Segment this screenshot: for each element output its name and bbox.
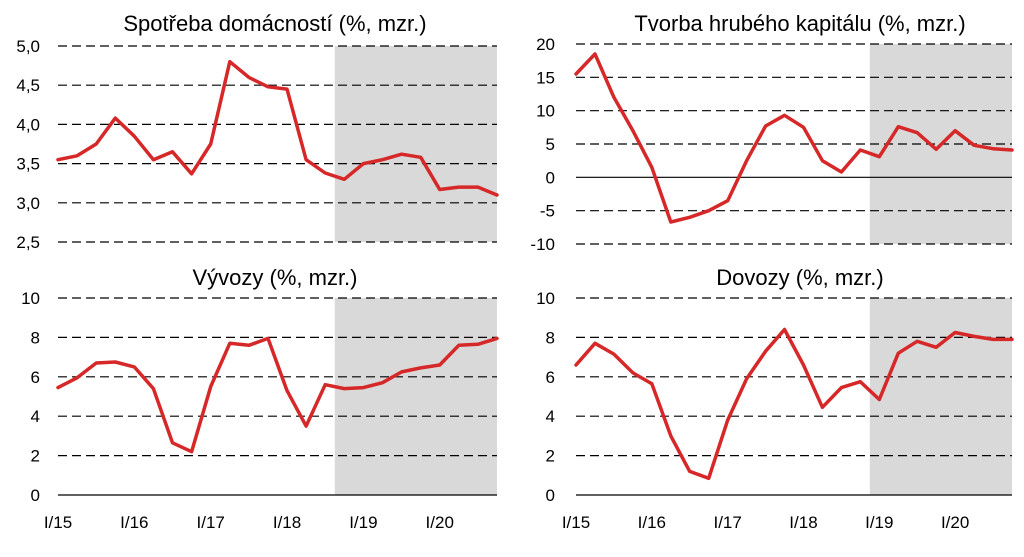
x-tick-label: I/16 <box>120 513 148 532</box>
y-tick-label: 10 <box>536 289 555 308</box>
x-tick-label: I/18 <box>789 513 817 532</box>
x-tick-label: I/18 <box>273 513 301 532</box>
chart-panel-1: 2,5 3,0 3,5 4,0 4,5 5,0 Spotřeba domácností (%… <box>16 11 499 252</box>
y-tick-label: 10 <box>21 289 40 308</box>
x-tick-label: I/17 <box>197 513 225 532</box>
chart-title: Vývozy (%, mzr.) <box>192 265 357 290</box>
chart-title: Tvorba hrubého kapitálu (%, mzr.) <box>634 11 965 36</box>
y-tick-label: 3,0 <box>16 194 40 213</box>
x-tick-label: I/15 <box>562 513 590 532</box>
x-tick-label: I/19 <box>865 513 893 532</box>
series-line <box>56 59 499 197</box>
x-tick-label: I/16 <box>638 513 666 532</box>
y-tick-label: 5,0 <box>16 37 40 56</box>
y-tick-label: 15 <box>536 68 555 87</box>
x-tick-label: I/20 <box>426 513 454 532</box>
y-tick-label: 20 <box>536 35 555 54</box>
forecast-band <box>869 298 1012 495</box>
chart-title: Spotřeba domácností (%, mzr.) <box>123 11 426 36</box>
x-tick-label: I/20 <box>941 513 969 532</box>
y-tick-label: 10 <box>536 102 555 121</box>
y-tick-label: 3,5 <box>16 155 40 174</box>
y-tick-label: 4,0 <box>16 115 40 134</box>
y-tick-label: -5 <box>540 202 555 221</box>
x-tick-label: I/15 <box>44 513 72 532</box>
chart-panel-3: 0 2 4 6 8 10 Vývozy (%, mzr.) I/15 I/16 I/17 I/18 I… <box>21 265 499 532</box>
y-tick-label: 2,5 <box>16 233 40 252</box>
y-tick-label: 2 <box>546 447 555 466</box>
y-tick-label: 6 <box>31 368 40 387</box>
y-tick-label: -10 <box>530 235 555 254</box>
y-tick-label: 0 <box>546 486 555 505</box>
chart-title: Dovozy (%, mzr.) <box>716 265 883 290</box>
y-tick-label: 4,5 <box>16 76 40 95</box>
chart-panel-4: 0 2 4 6 8 10 Dovozy (%, mzr.) I/15 I/16 I/17 I/18 I… <box>536 265 1014 532</box>
series-line <box>56 336 499 454</box>
series-line <box>574 52 1014 224</box>
y-tick-label: 6 <box>546 368 555 387</box>
y-tick-label: 4 <box>546 407 555 426</box>
chart-panel-2: -10 -5 0 5 10 15 20 Tvorba hrubého kapitálu (%,… <box>530 11 1014 254</box>
y-tick-label: 0 <box>546 168 555 187</box>
forecast-band <box>334 46 497 242</box>
x-tick-label: I/17 <box>713 513 741 532</box>
x-tick-label: I/19 <box>349 513 377 532</box>
y-tick-label: 5 <box>546 135 555 154</box>
y-tick-label: 8 <box>546 328 555 347</box>
y-tick-label: 8 <box>31 328 40 347</box>
forecast-band <box>334 298 497 495</box>
y-tick-label: 0 <box>31 486 40 505</box>
y-tick-label: 2 <box>31 447 40 466</box>
y-tick-label: 4 <box>31 407 40 426</box>
series-line <box>574 327 1014 481</box>
